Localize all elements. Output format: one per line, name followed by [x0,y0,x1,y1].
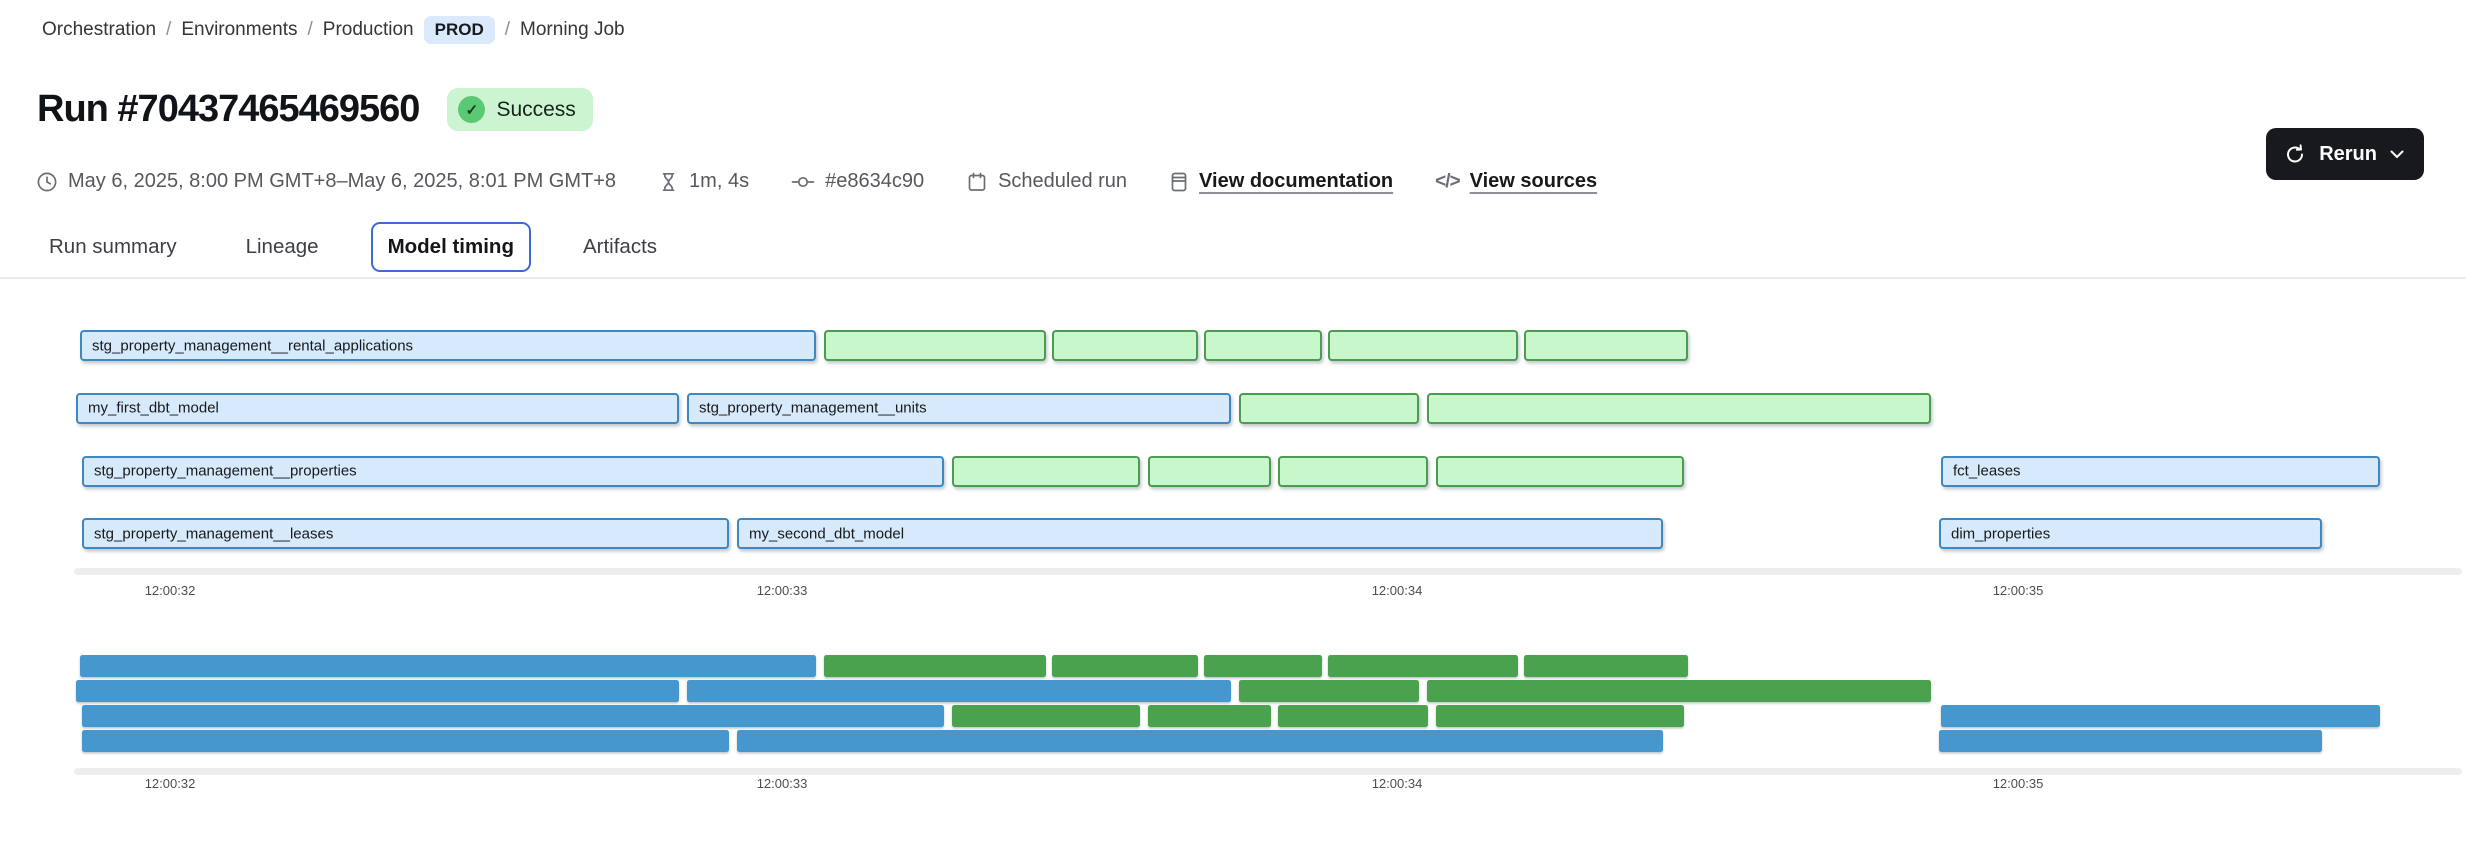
model-timing-minimap[interactable]: 12:00:32 12:00:33 12:00:34 12:00:35 [0,630,2466,815]
time-tick-label: 12:00:33 [756,776,808,791]
time-tick-label: 12:00:35 [1992,583,2044,598]
code-icon: </> [1435,170,1461,192]
timing-bar[interactable] [1148,455,1271,487]
timing-bar[interactable]: my_first_dbt_model [76,392,679,424]
status-badge: ✓ Success [447,88,593,131]
model-name-label: dim_properties [1951,525,2051,543]
timing-bar[interactable] [1328,330,1518,361]
timing-bar[interactable]: dim_properties [1939,518,2322,550]
minimap-bar [824,655,1046,677]
rerun-label: Rerun [2319,142,2377,165]
minimap-bar [1941,705,2380,727]
breadcrumb-separator: / [166,19,172,40]
view-sources-link[interactable]: </> View sources [1435,170,1598,192]
title-row: Run #70437465469560 ✓ Success [37,88,593,131]
hourglass-icon [658,171,679,193]
model-name-label: stg_property_management__rental_applicat… [92,337,414,354]
time-tick-label: 12:00:33 [756,583,808,598]
run-time-range: May 6, 2025, 8:00 PM GMT+8–May 6, 2025, … [36,170,616,193]
time-tick-label: 12:00:32 [144,583,196,598]
breadcrumb-separator: / [307,19,313,40]
breadcrumb-orchestration[interactable]: Orchestration [42,19,157,40]
tab-run-summary[interactable]: Run summary [49,235,177,258]
minimap-bar [1328,655,1518,677]
run-duration: 1m, 4s [658,170,749,193]
clock-icon [36,171,58,193]
timing-bar[interactable]: stg_property_management__units [687,392,1231,424]
success-check-icon: ✓ [458,96,486,123]
timing-bar[interactable] [952,455,1140,487]
model-name-label: stg_property_management__leases [94,525,334,543]
commit-hash: #e8634c90 [791,170,924,193]
timing-bar[interactable]: stg_property_management__properties [82,455,944,487]
model-name-label: stg_property_management__units [699,399,927,417]
time-tick-label: 12:00:35 [1992,776,2044,791]
minimap-bar [1278,705,1428,727]
timing-bar[interactable]: stg_property_management__leases [82,518,729,550]
model-timing-chart: stg_property_management__rental_applicat… [0,300,2466,615]
model-name-label: my_first_dbt_model [88,399,219,417]
timing-bar[interactable] [1524,330,1688,361]
tab-model-timing[interactable]: Model timing [370,222,531,272]
time-tick-label: 12:00:34 [1371,776,1423,791]
minimap-bar [82,705,944,727]
minimap-bar [952,705,1140,727]
minimap-bar [1524,655,1688,677]
timing-bar[interactable]: stg_property_management__rental_applicat… [80,330,816,361]
rerun-button[interactable]: Rerun [2266,128,2424,180]
time-tick-label: 12:00:32 [144,776,196,791]
breadcrumb: Orchestration / Environments / Productio… [42,16,625,44]
tab-artifacts[interactable]: Artifacts [582,235,658,258]
tab-lineage[interactable]: Lineage [245,235,319,258]
minimap-bar [1939,730,2322,752]
minimap-bar [1436,705,1684,727]
minimap-bar [1427,680,1931,702]
model-name-label: fct_leases [1953,462,2021,480]
minimap-bar [82,730,729,752]
minimap-bar [1052,655,1198,677]
breadcrumb-environments[interactable]: Environments [181,19,298,40]
timing-bar[interactable]: my_second_dbt_model [737,518,1663,550]
timing-bar[interactable] [1052,330,1198,361]
minimap-bar [1239,680,1419,702]
chevron-down-icon [2390,150,2404,159]
view-documentation-link[interactable]: View documentation [1169,170,1393,193]
minimap-bar [80,655,816,677]
time-axis-band [74,768,2462,775]
minimap-bar [687,680,1231,702]
run-trigger: Scheduled run [966,170,1127,193]
environment-badge: PROD [423,16,495,44]
refresh-icon [2284,143,2306,165]
timing-bar[interactable] [824,330,1046,361]
status-label: Success [496,97,576,121]
model-name-label: my_second_dbt_model [749,525,905,543]
minimap-bar [1204,655,1322,677]
model-name-label: stg_property_management__properties [94,462,357,480]
minimap-bar [76,680,679,702]
git-commit-icon [791,171,815,193]
minimap-bar [1148,705,1271,727]
run-tabs: Run summary Lineage Model timing Artifac… [32,222,674,272]
page-title: Run #70437465469560 [37,88,420,130]
time-axis-band [74,568,2462,575]
breadcrumb-production[interactable]: Production [322,19,414,40]
timing-bar[interactable] [1204,330,1322,361]
timing-bar[interactable] [1436,455,1684,487]
timing-bar[interactable] [1427,392,1931,424]
document-icon [1169,171,1189,193]
run-meta-row: May 6, 2025, 8:00 PM GMT+8–May 6, 2025, … [36,170,1597,193]
tabs-divider [0,277,2466,279]
calendar-icon [966,171,988,193]
time-tick-label: 12:00:34 [1371,583,1423,598]
minimap-bar [737,730,1663,752]
breadcrumb-separator: / [504,19,511,40]
timing-bar[interactable] [1239,392,1419,424]
breadcrumb-job[interactable]: Morning Job [520,19,625,40]
timing-bar[interactable] [1278,455,1428,487]
timing-bar[interactable]: fct_leases [1941,455,2380,487]
